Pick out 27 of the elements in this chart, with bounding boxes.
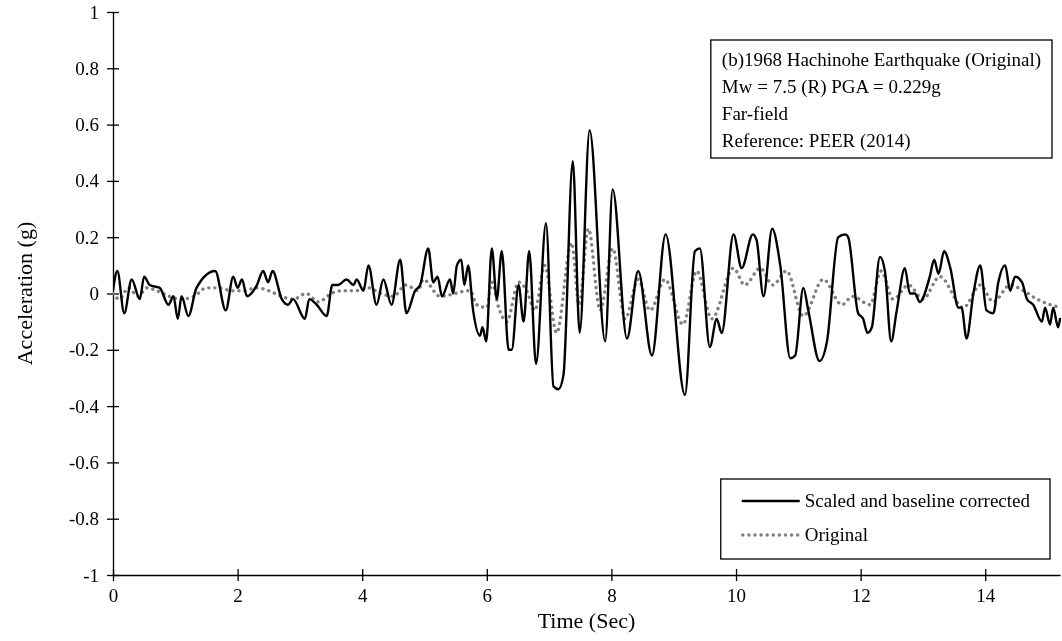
y-tick-label: 0.4 (75, 170, 100, 192)
x-tick-label: 0 (108, 585, 119, 607)
x-tick-label: 14 (976, 585, 996, 607)
x-tick-label: 8 (607, 585, 617, 607)
y-tick-label: -0.4 (68, 395, 100, 417)
annotation: Reference: PEER (2014) (721, 130, 911, 152)
y-tick-label: -0.8 (68, 508, 99, 530)
y-tick-label: 0 (89, 283, 99, 305)
x-tick-label: 6 (482, 585, 493, 607)
legend-label: Original (804, 524, 869, 545)
y-tick-label: 0.6 (75, 114, 99, 136)
x-tick-label: 12 (851, 585, 871, 607)
y-tick-label: -0.6 (68, 451, 99, 473)
y-tick-label: 0.8 (75, 57, 99, 79)
annotation: Far-field (721, 103, 789, 124)
x-tick-label: 10 (727, 585, 747, 607)
x-tick-label: 2 (233, 585, 243, 607)
x-axis-title: Time (Sec) (537, 608, 636, 633)
x-tick-label: 4 (357, 585, 368, 607)
annotation: (b)1968 Hachinohe Earthquake (Original) (721, 49, 1041, 71)
y-tick-label: 1 (89, 1, 99, 23)
annotation: Mw = 7.5 (R) PGA = 0.229g (721, 76, 942, 98)
legend-label: Scaled and baseline corrected (804, 490, 1031, 511)
y-tick-label: -0.2 (68, 339, 99, 361)
y-tick-label: 0.2 (75, 226, 99, 248)
y-axis-title: Acceleration (g) (12, 221, 37, 366)
y-tick-label: -1 (83, 564, 99, 586)
